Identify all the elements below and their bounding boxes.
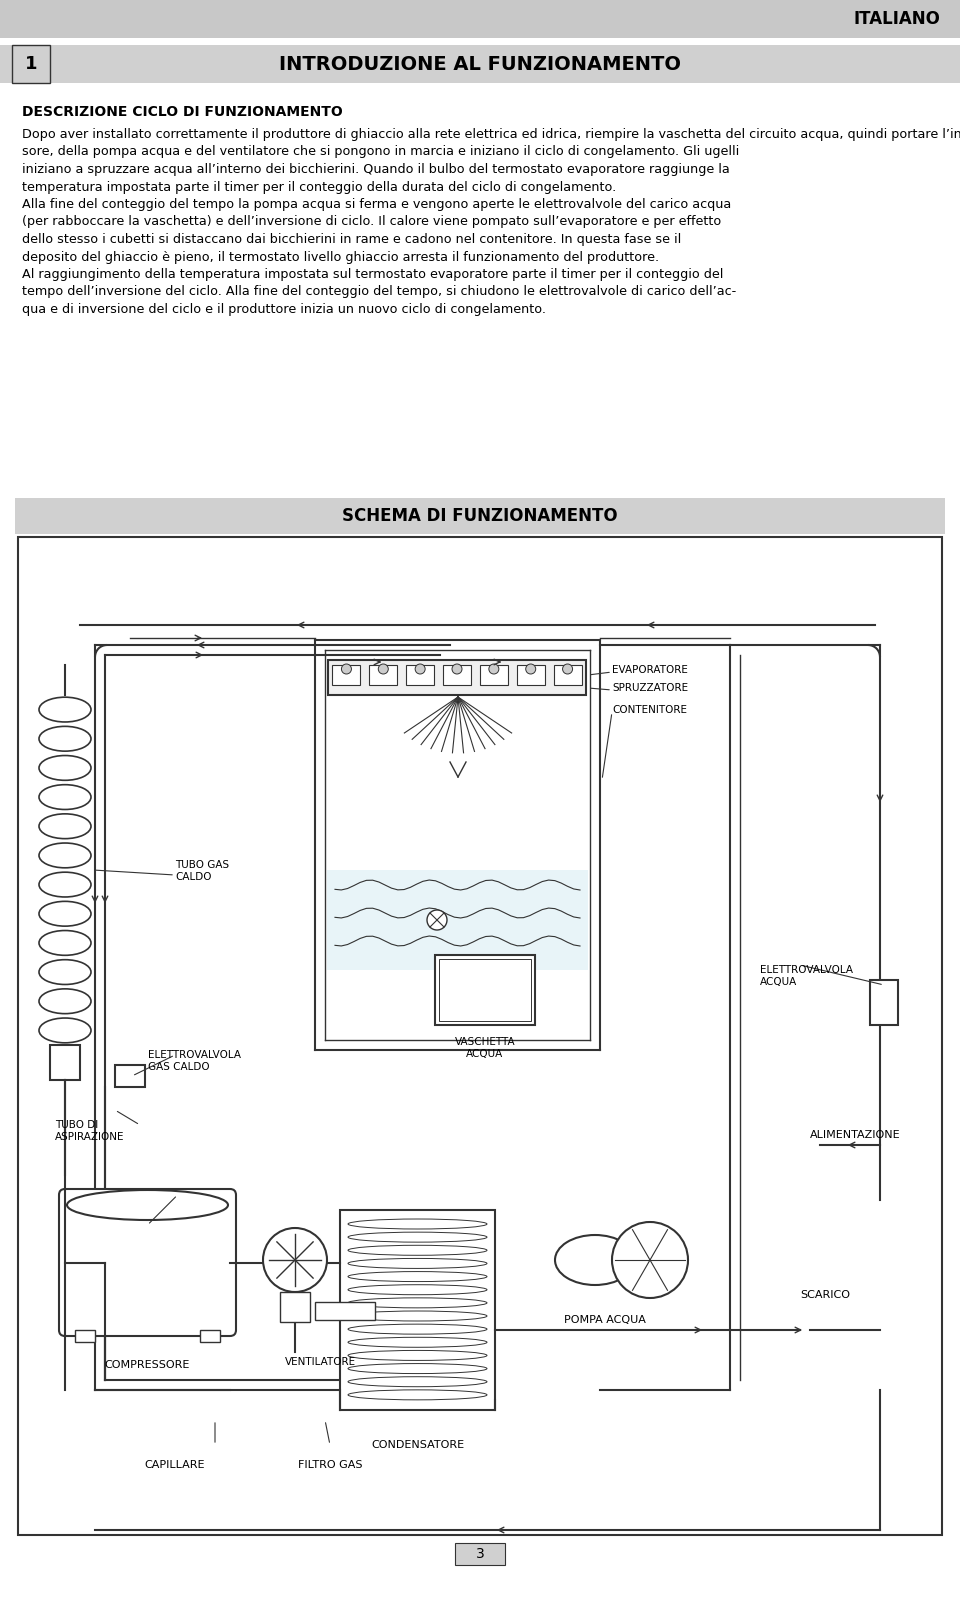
Circle shape — [489, 664, 499, 673]
Bar — [332, 665, 360, 684]
Ellipse shape — [348, 1311, 487, 1321]
Bar — [315, 1302, 375, 1319]
Text: CAPILLARE: CAPILLARE — [145, 1460, 205, 1470]
FancyBboxPatch shape — [59, 1189, 236, 1335]
Text: SCHEMA DI FUNZIONAMENTO: SCHEMA DI FUNZIONAMENTO — [342, 507, 618, 526]
Text: VENTILATORE: VENTILATORE — [285, 1358, 356, 1367]
Text: (per rabboccare la vaschetta) e dell’inversione di ciclo. Il calore viene pompat: (per rabboccare la vaschetta) e dell’inv… — [22, 215, 721, 229]
Bar — [280, 1292, 310, 1322]
Bar — [516, 665, 544, 684]
Ellipse shape — [39, 901, 91, 927]
Bar — [480, 665, 508, 684]
Bar — [12, 45, 50, 83]
Text: ELETTROVALVOLA
ACQUA: ELETTROVALVOLA ACQUA — [760, 965, 853, 986]
Ellipse shape — [348, 1258, 487, 1268]
Text: ITALIANO: ITALIANO — [853, 10, 940, 27]
Bar — [370, 665, 397, 684]
Bar — [435, 955, 535, 1024]
Text: Al raggiungimento della temperatura impostata sul termostato evaporatore parte i: Al raggiungimento della temperatura impo… — [22, 268, 724, 281]
Ellipse shape — [39, 1018, 91, 1044]
Text: Alla fine del conteggio del tempo la pompa acqua si ferma e vengono aperte le el: Alla fine del conteggio del tempo la pom… — [22, 199, 732, 212]
Text: ELETTROVALVOLA
GAS CALDO: ELETTROVALVOLA GAS CALDO — [148, 1050, 241, 1071]
Text: VASCHETTA
ACQUA: VASCHETTA ACQUA — [455, 1037, 516, 1058]
Ellipse shape — [39, 726, 91, 752]
Text: SPRUZZATORE: SPRUZZATORE — [612, 683, 688, 692]
Circle shape — [415, 664, 425, 673]
Bar — [554, 665, 582, 684]
Ellipse shape — [67, 1189, 228, 1220]
Ellipse shape — [348, 1324, 487, 1334]
Ellipse shape — [348, 1233, 487, 1242]
Ellipse shape — [348, 1390, 487, 1399]
Bar — [328, 660, 586, 696]
Text: tempo dell’inversione del ciclo. Alla fine del conteggio del tempo, si chiudono : tempo dell’inversione del ciclo. Alla fi… — [22, 285, 736, 298]
Ellipse shape — [348, 1218, 487, 1230]
Ellipse shape — [348, 1298, 487, 1308]
Text: 1: 1 — [25, 55, 37, 74]
Ellipse shape — [348, 1284, 487, 1295]
Bar — [455, 1544, 505, 1565]
Text: dello stesso i cubetti si distaccano dai bicchierini in rame e cadono nel conten: dello stesso i cubetti si distaccano dai… — [22, 232, 682, 245]
Ellipse shape — [348, 1350, 487, 1361]
Ellipse shape — [348, 1271, 487, 1281]
Bar — [0, 45, 960, 83]
Text: EVAPORATORE: EVAPORATORE — [612, 665, 688, 675]
Bar — [340, 1210, 495, 1411]
Text: iniziano a spruzzare acqua all’interno dei bicchierini. Quando il bulbo del term: iniziano a spruzzare acqua all’interno d… — [22, 164, 730, 176]
Circle shape — [263, 1228, 327, 1292]
Text: 3: 3 — [475, 1547, 485, 1561]
Text: TUBO GAS
CALDO: TUBO GAS CALDO — [175, 859, 229, 882]
Ellipse shape — [348, 1377, 487, 1387]
Ellipse shape — [348, 1337, 487, 1347]
Text: DESCRIZIONE CICLO DI FUNZIONAMENTO: DESCRIZIONE CICLO DI FUNZIONAMENTO — [22, 106, 343, 119]
Circle shape — [342, 664, 351, 673]
Circle shape — [378, 664, 388, 673]
Text: sore, della pompa acqua e del ventilatore che si pongono in marcia e iniziano il: sore, della pompa acqua e del ventilator… — [22, 146, 739, 159]
Bar — [0, 0, 960, 38]
Text: qua e di inversione del ciclo e il produttore inizia un nuovo ciclo di congelame: qua e di inversione del ciclo e il produ… — [22, 303, 546, 316]
Bar — [406, 665, 434, 684]
Ellipse shape — [39, 872, 91, 898]
Text: ALIMENTAZIONE: ALIMENTAZIONE — [810, 1130, 900, 1140]
Text: Dopo aver installato correttamente il produttore di ghiaccio alla rete elettrica: Dopo aver installato correttamente il pr… — [22, 128, 960, 141]
Text: temperatura impostata parte il timer per il conteggio della durata del ciclo di : temperatura impostata parte il timer per… — [22, 181, 616, 194]
Ellipse shape — [39, 960, 91, 984]
Text: POMPA ACQUA: POMPA ACQUA — [564, 1314, 646, 1326]
Text: CONTENITORE: CONTENITORE — [612, 705, 687, 715]
Ellipse shape — [39, 814, 91, 838]
Bar — [18, 537, 942, 1536]
Bar — [327, 870, 588, 970]
Circle shape — [427, 911, 447, 930]
Bar — [439, 959, 531, 1021]
Ellipse shape — [39, 930, 91, 955]
Bar — [443, 665, 471, 684]
Ellipse shape — [39, 697, 91, 721]
Bar — [200, 1330, 220, 1342]
Ellipse shape — [39, 785, 91, 810]
Text: deposito del ghiaccio è pieno, il termostato livello ghiaccio arresta il funzion: deposito del ghiaccio è pieno, il termos… — [22, 250, 660, 263]
Circle shape — [563, 664, 572, 673]
Text: SCARICO: SCARICO — [800, 1290, 850, 1300]
Bar — [115, 1064, 145, 1087]
Bar — [50, 1045, 80, 1080]
Ellipse shape — [39, 989, 91, 1013]
Bar — [75, 1330, 95, 1342]
Ellipse shape — [39, 843, 91, 867]
Text: COMPRESSORE: COMPRESSORE — [105, 1359, 190, 1371]
Text: INTRODUZIONE AL FUNZIONAMENTO: INTRODUZIONE AL FUNZIONAMENTO — [279, 55, 681, 74]
Text: CONDENSATORE: CONDENSATORE — [371, 1439, 464, 1451]
Ellipse shape — [348, 1364, 487, 1374]
Text: FILTRO GAS: FILTRO GAS — [298, 1460, 362, 1470]
Ellipse shape — [348, 1246, 487, 1255]
Ellipse shape — [39, 755, 91, 781]
Bar — [15, 499, 945, 534]
Circle shape — [452, 664, 462, 673]
Circle shape — [526, 664, 536, 673]
Bar — [870, 979, 898, 1024]
Text: TUBO DI
ASPIRAZIONE: TUBO DI ASPIRAZIONE — [55, 1120, 125, 1141]
Ellipse shape — [555, 1234, 635, 1286]
Circle shape — [612, 1221, 688, 1298]
